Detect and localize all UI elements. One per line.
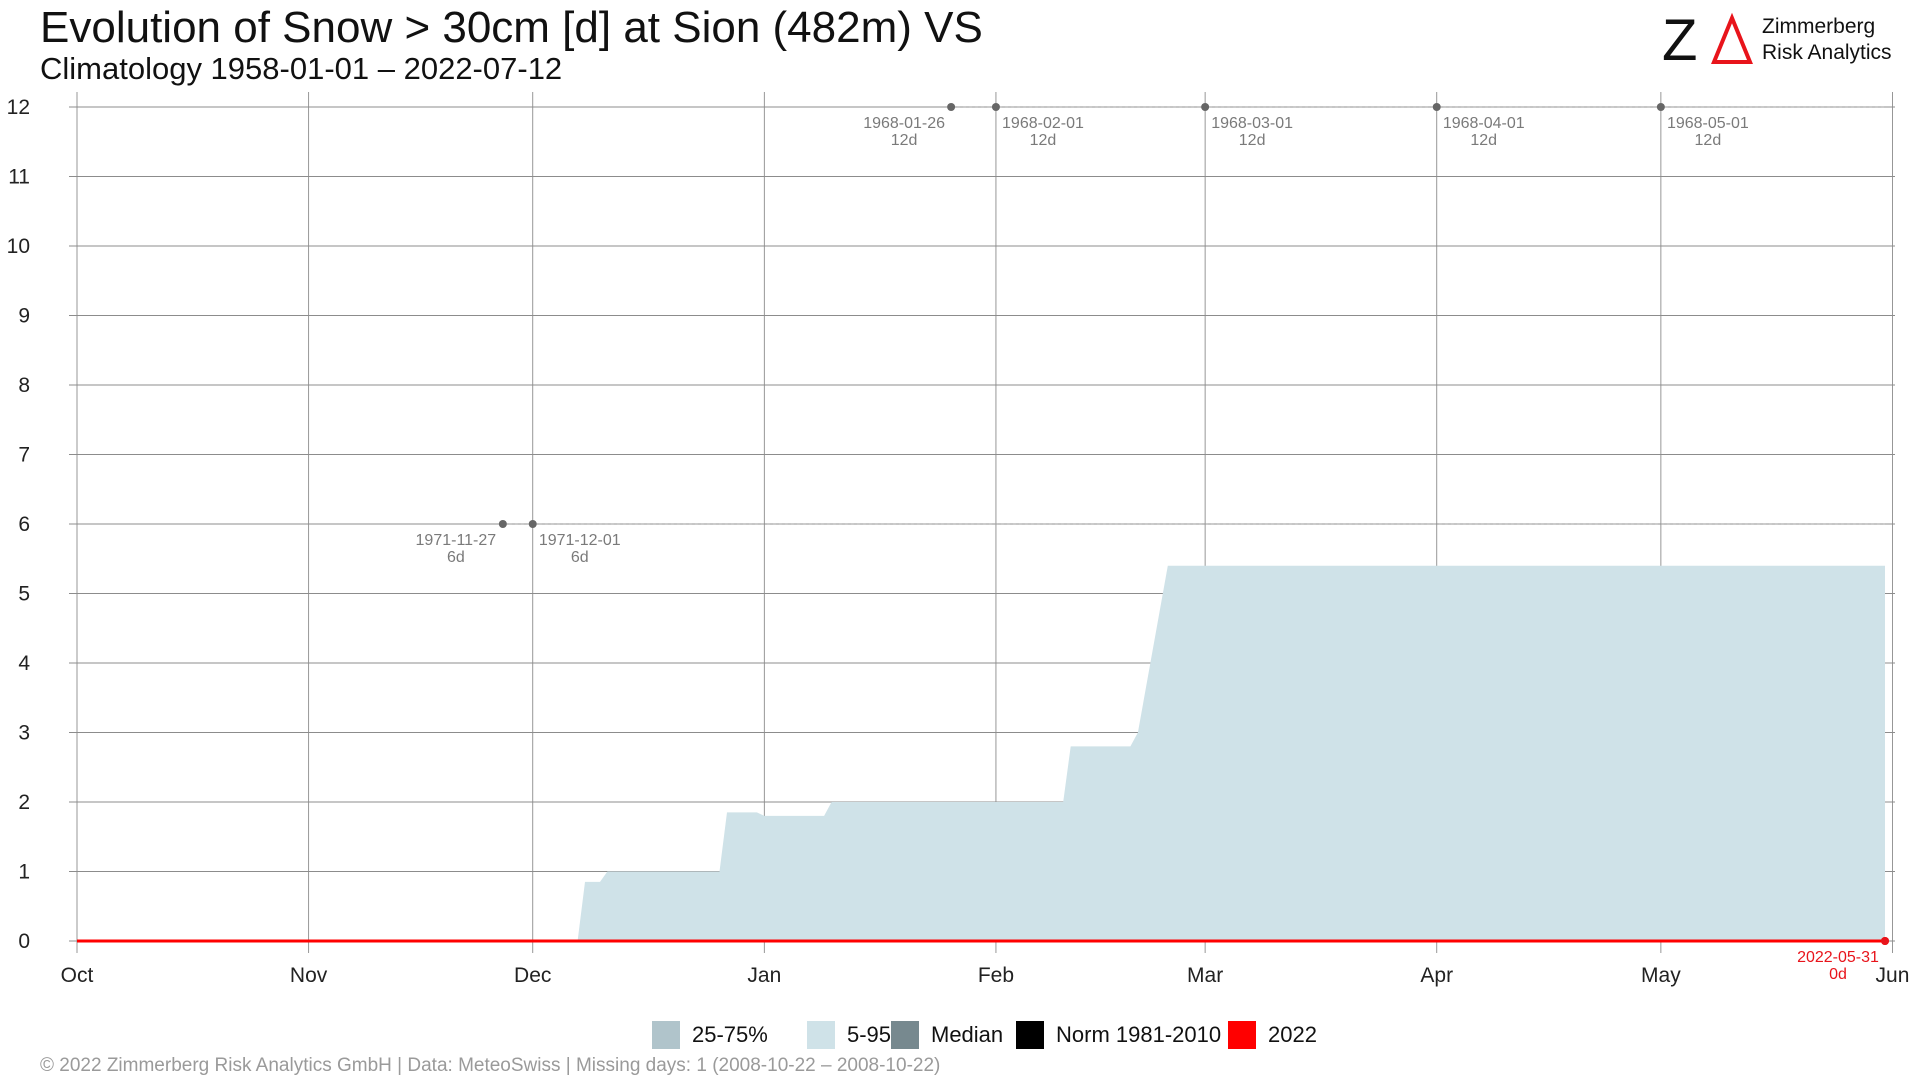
x-tick-label: Mar [1187,964,1223,987]
legend-swatch [652,1021,680,1049]
x-tick-label: Jan [747,964,781,987]
x-tick-label: Apr [1420,964,1453,987]
record-date-label: 1968-02-01 [1002,115,1084,132]
legend-label: Norm 1981-2010 [1056,1022,1222,1047]
legend-label: 25-75% [692,1022,768,1047]
logo-mark-z: Z [1662,10,1697,70]
record-marker [1881,937,1889,945]
record-date-label: 1968-04-01 [1443,115,1525,132]
record-marker [498,520,507,528]
record-value-label: 12d [1470,132,1497,149]
chart-title: Evolution of Snow > 30cm [d] at Sion (48… [40,3,983,52]
logo-line2: Risk Analytics [1762,41,1892,64]
chart-legend: 25-75% 5-95% Median Norm 1981-2010 2022 [0,1019,1920,1059]
legend-item: 2022 [1228,1019,1317,1051]
record-marker [1656,103,1665,111]
y-tick-label: 2 [18,791,30,814]
series-area-5-95 [577,565,1885,941]
footer-credits: © 2022 Zimmerberg Risk Analytics GmbH | … [40,1055,941,1076]
legend-item: Norm 1981-2010 [1016,1019,1221,1051]
y-tick-label: 1 [18,861,30,884]
record-date-label: 1968-03-01 [1211,115,1293,132]
company-logo: Z [1662,10,1753,70]
record-date-label: 2022-05-31 [1797,949,1879,966]
record-value-label: 12d [1239,132,1266,149]
record-marker [991,103,1000,111]
logo-line1: Zimmerberg [1762,15,1876,38]
y-tick-label: 0 [18,930,30,953]
record-marker [1432,103,1441,111]
record-marker [1201,103,1210,111]
record-value-label: 12d [891,132,918,149]
x-tick-label: Nov [290,964,328,987]
record-value-label: 6d [571,549,589,566]
record-date-label: 1971-11-27 [416,532,497,549]
legend-swatch [1228,1021,1256,1049]
record-date-label: 1971-12-01 [539,532,621,549]
x-tick-label: Oct [61,964,94,987]
y-tick-label: 3 [18,722,30,745]
y-tick-label: 7 [18,444,30,467]
y-tick-label: 6 [18,513,30,536]
record-marker [947,103,956,111]
legend-item: Median [891,1019,1003,1051]
legend-swatch [891,1021,919,1049]
y-tick-label: 8 [18,374,30,397]
x-tick-label: May [1641,964,1681,987]
y-tick-label: 12 [7,96,30,119]
record-value-label: 0d [1829,966,1847,983]
record-date-label: 1968-01-26 [863,115,945,132]
legend-label: 2022 [1268,1022,1317,1047]
x-tick-label: Dec [514,964,551,987]
record-marker [528,520,537,528]
logo-text: Zimmerberg Risk Analytics [1762,14,1892,66]
y-tick-label: 4 [18,652,30,675]
record-value-label: 6d [447,549,465,566]
x-tick-label: Jun [1876,964,1910,987]
record-value-label: 12d [1030,132,1057,149]
x-tick-label: Feb [978,964,1014,987]
legend-swatch [1016,1021,1044,1049]
y-tick-label: 11 [8,166,30,189]
y-tick-label: 10 [7,235,30,258]
y-tick-label: 9 [18,305,30,328]
record-date-label: 1968-05-01 [1667,115,1749,132]
logo-mark-triangle [1711,12,1753,64]
record-value-label: 12d [1695,132,1722,149]
legend-swatch [807,1021,835,1049]
y-tick-label: 5 [18,583,30,606]
legend-label: Median [931,1022,1004,1047]
chart-subtitle: Climatology 1958-01-01 – 2022-07-12 [40,51,563,86]
legend-item: 25-75% [652,1019,768,1051]
